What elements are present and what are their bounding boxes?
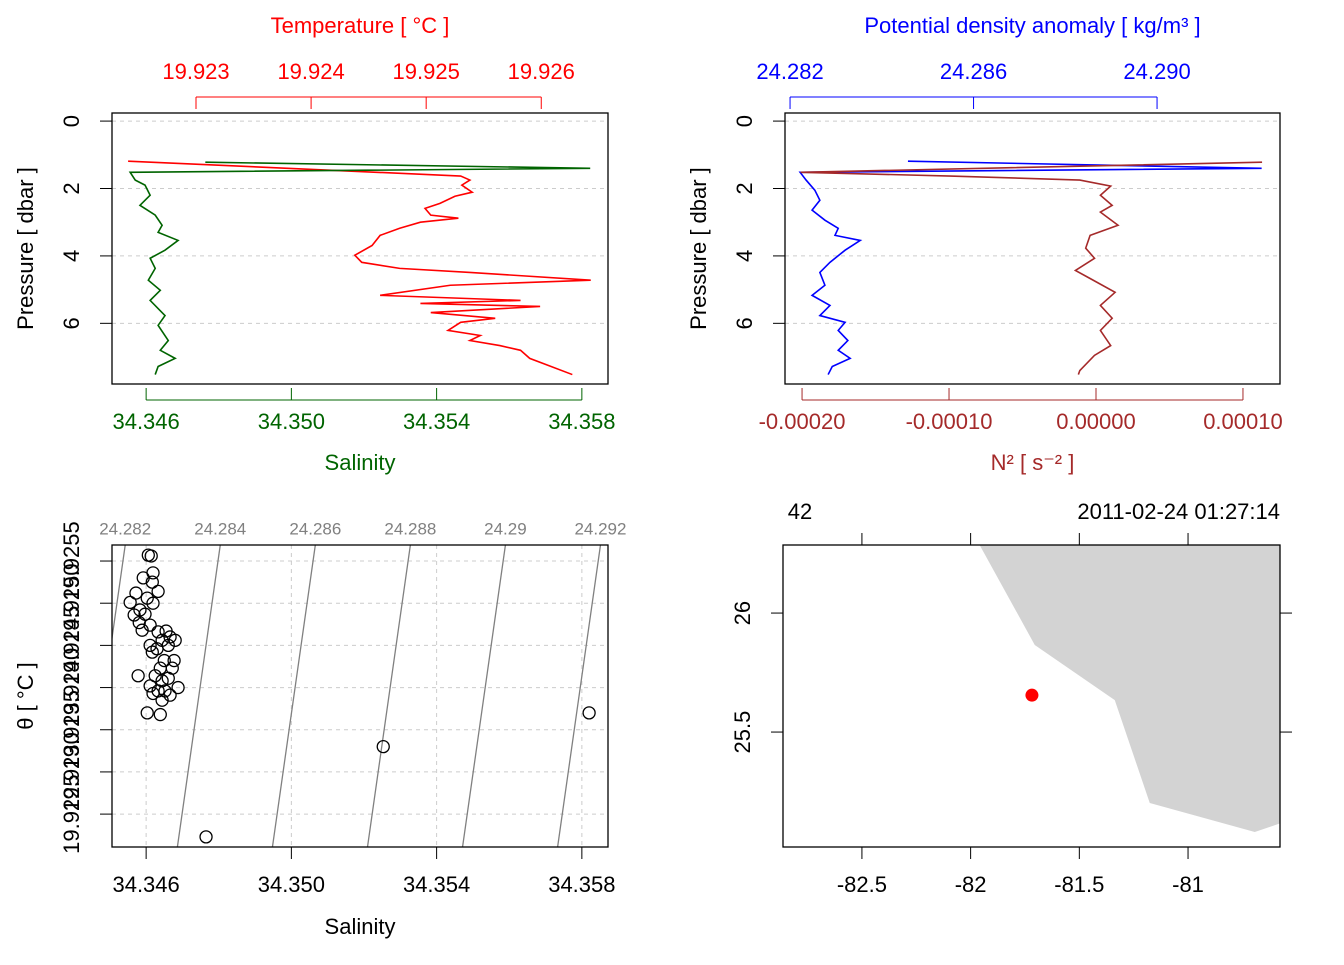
y-tick-label: 26	[730, 601, 755, 625]
ts-point	[145, 575, 159, 589]
isopycnal	[461, 545, 507, 847]
ts-point	[153, 707, 167, 722]
isopycnal-label: 24.29	[484, 519, 527, 538]
ts-point	[123, 595, 137, 610]
ts-point	[376, 739, 390, 754]
y-tick-label: 2	[59, 182, 84, 194]
x-axis-label: Salinity	[325, 450, 396, 475]
x-tick-label: -81	[1172, 872, 1204, 897]
y-tick-label: 19.9250	[59, 563, 84, 643]
ts-point	[143, 618, 157, 632]
ts-point	[140, 706, 154, 720]
isopycnal	[176, 545, 221, 847]
ts-point	[161, 671, 175, 685]
y-tick-label: 19.9240	[59, 648, 84, 728]
y-tick-label: 19.9225	[59, 774, 84, 854]
x-axis-label: Salinity	[325, 914, 396, 939]
station-point	[1025, 688, 1039, 702]
ts-point	[151, 584, 165, 599]
x-tick-label: -81.5	[1054, 872, 1104, 897]
x-tick-label: 34.358	[548, 872, 615, 897]
y-tick-label: 19.9235	[59, 690, 84, 770]
x2-axis-label: Temperature [ °C ]	[271, 13, 450, 38]
x-tick-label: 19.926	[508, 59, 575, 84]
x-tick-label: 24.290	[1123, 59, 1190, 84]
x-tick-label: 0.00000	[1056, 409, 1136, 434]
ts-point	[145, 645, 159, 659]
station-label: 42	[788, 499, 812, 524]
x-tick-label: 34.346	[112, 409, 179, 434]
ts-point	[146, 566, 160, 580]
isopycnal-label: 24.282	[99, 519, 151, 538]
y-tick-label: 19.9245	[59, 606, 84, 686]
y-tick-label: 6	[732, 317, 757, 329]
x-tick-label: -0.00020	[759, 409, 846, 434]
profile-line	[798, 160, 1262, 375]
x-tick-label: -82.5	[837, 872, 887, 897]
y-tick-label: 0	[59, 115, 84, 127]
isopycnal	[556, 545, 602, 847]
ts-point	[131, 669, 145, 683]
ts-point	[127, 608, 141, 622]
x-tick-label: -0.00010	[906, 409, 993, 434]
isopycnal	[271, 545, 316, 847]
ts-point	[146, 596, 160, 610]
x-tick-label: 34.354	[403, 872, 470, 897]
plot-frame	[111, 112, 609, 385]
isopycnal-label: 24.286	[289, 519, 341, 538]
x-tick-label: 19.925	[393, 59, 460, 84]
y-tick-label: 0	[732, 115, 757, 127]
x-tick-label: 0.00010	[1203, 409, 1283, 434]
ts-point	[582, 706, 596, 720]
y-axis-label: Pressure [ dbar ]	[686, 167, 711, 330]
ts-point	[167, 653, 181, 668]
ts-point	[151, 625, 165, 639]
y-tick-label: 4	[59, 250, 84, 262]
isopycnal-label: 24.288	[384, 519, 436, 538]
x-tick-label: 34.350	[258, 872, 325, 897]
plot-frame	[784, 112, 1281, 385]
ts-point	[155, 693, 169, 707]
x-tick-label: 19.924	[277, 59, 344, 84]
x-tick-label: 19.923	[162, 59, 229, 84]
isopycnal	[112, 545, 126, 643]
ts-point	[129, 586, 143, 600]
plot-frame	[782, 544, 1281, 848]
x2-axis-label: Potential density anomaly [ kg/m³ ]	[864, 13, 1200, 38]
isopycnal-label: 24.284	[194, 519, 246, 538]
station-time: 2011-02-24 01:27:14	[1077, 499, 1280, 524]
x-tick-label: 34.358	[548, 409, 615, 434]
x-tick-label: 34.346	[112, 872, 179, 897]
ts-point	[157, 653, 171, 668]
y-tick-label: 19.9255	[59, 521, 84, 601]
land	[979, 545, 1280, 833]
x-tick-label: -82	[955, 872, 987, 897]
y-tick-label: 19.9230	[59, 732, 84, 812]
ts-point	[144, 549, 158, 563]
y-tick-label: 4	[732, 250, 757, 262]
y-axis-label: Pressure [ dbar ]	[13, 167, 38, 330]
y-tick-label: 25.5	[730, 711, 755, 754]
ts-point	[199, 830, 213, 844]
ts-point	[171, 680, 185, 695]
ts-point	[143, 638, 157, 653]
isopycnal	[366, 545, 412, 847]
x-tick-label: 34.354	[403, 409, 470, 434]
profile-line	[128, 160, 591, 376]
y-tick-label: 2	[732, 182, 757, 194]
profile-line	[800, 161, 1263, 375]
plot-frame	[111, 544, 609, 848]
x-tick-label: 24.282	[756, 59, 823, 84]
profile-line	[128, 161, 591, 375]
isopycnal-label: 24.292	[574, 519, 626, 538]
x-tick-label: 34.350	[258, 409, 325, 434]
y-tick-label: 6	[59, 317, 84, 329]
ts-point	[168, 633, 182, 647]
ts-point	[161, 638, 175, 653]
x-axis-label: N² [ s⁻² ]	[991, 450, 1075, 475]
x-tick-label: 24.286	[940, 59, 1007, 84]
ts-point	[146, 686, 160, 701]
y-axis-label: θ [ °C ]	[13, 662, 38, 729]
